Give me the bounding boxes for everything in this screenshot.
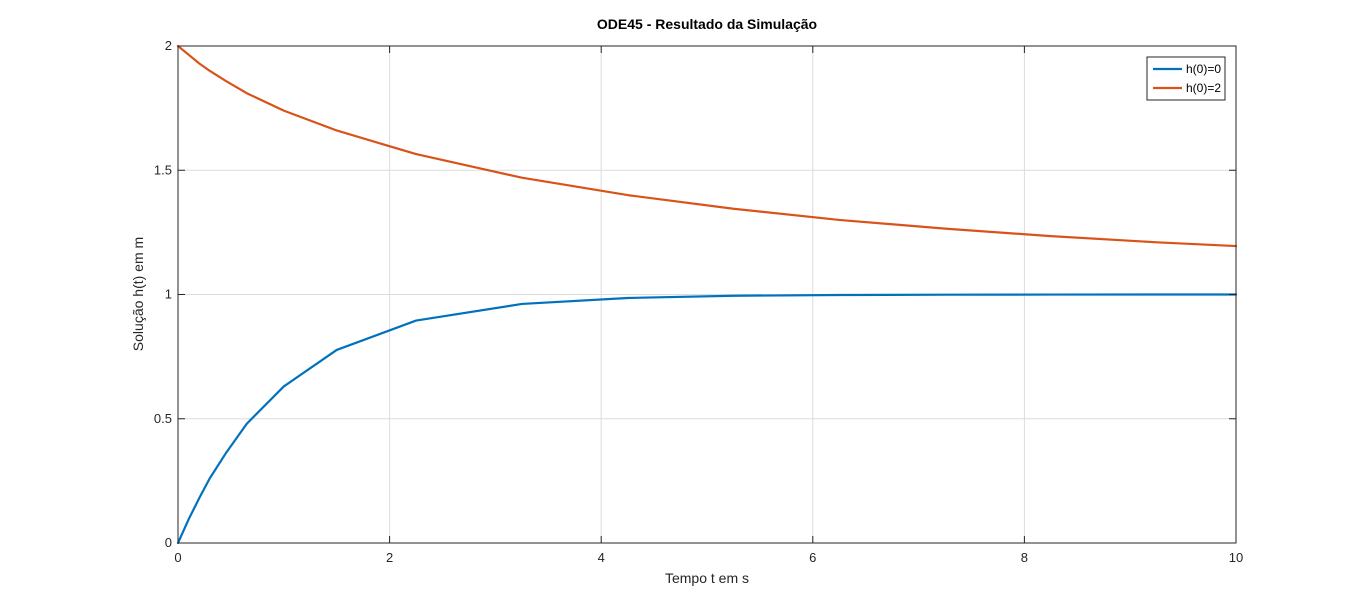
x-tick-label: 2 bbox=[386, 550, 393, 565]
y-axis-label: Solução h(t) em m bbox=[130, 237, 146, 351]
y-tick-label: 1.5 bbox=[154, 162, 172, 177]
legend-label-2: h(0)=2 bbox=[1186, 81, 1221, 95]
x-tick-label: 6 bbox=[809, 550, 816, 565]
x-tick-labels: 0 2 4 6 8 10 bbox=[174, 550, 1243, 565]
legend: h(0)=0 h(0)=2 bbox=[1146, 56, 1226, 101]
x-tick-label: 10 bbox=[1229, 550, 1243, 565]
x-tick-label: 8 bbox=[1021, 550, 1028, 565]
x-axis-label: Tempo t em s bbox=[665, 570, 749, 586]
series-line-1 bbox=[176, 293, 1238, 545]
x-tick-label: 4 bbox=[598, 550, 605, 565]
y-tick-label: 0.5 bbox=[154, 411, 172, 426]
legend-box bbox=[1146, 56, 1226, 101]
legend-label-1: h(0)=0 bbox=[1186, 62, 1221, 76]
x-tick-marks bbox=[177, 46, 1237, 543]
chart-title: ODE45 - Resultado da Simulação bbox=[597, 16, 817, 32]
series-lines bbox=[176, 44, 1238, 545]
y-tick-labels: 0 0.5 1 1.5 2 bbox=[154, 38, 172, 550]
x-tick-label: 0 bbox=[174, 550, 181, 565]
series-line-2 bbox=[176, 44, 1238, 248]
y-tick-marks bbox=[178, 45, 1236, 544]
y-tick-label: 1 bbox=[165, 287, 172, 302]
legend-entries: h(0)=0 h(0)=2 bbox=[1153, 62, 1221, 95]
y-tick-label: 0 bbox=[165, 535, 172, 550]
plot-area bbox=[176, 44, 1238, 545]
y-tick-label: 2 bbox=[165, 38, 172, 53]
